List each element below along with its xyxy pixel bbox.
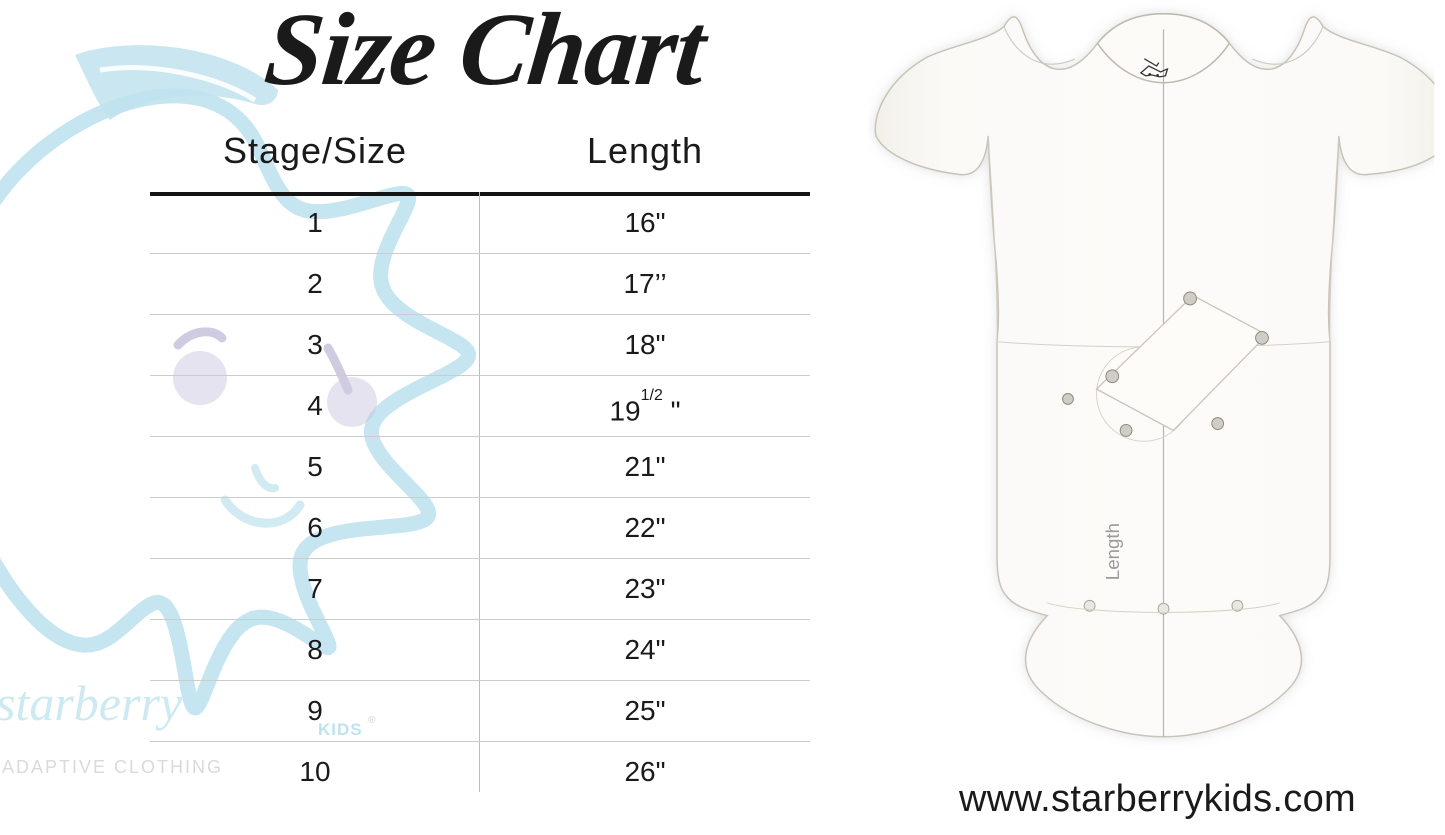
svg-text:Length: Length bbox=[1102, 523, 1123, 580]
